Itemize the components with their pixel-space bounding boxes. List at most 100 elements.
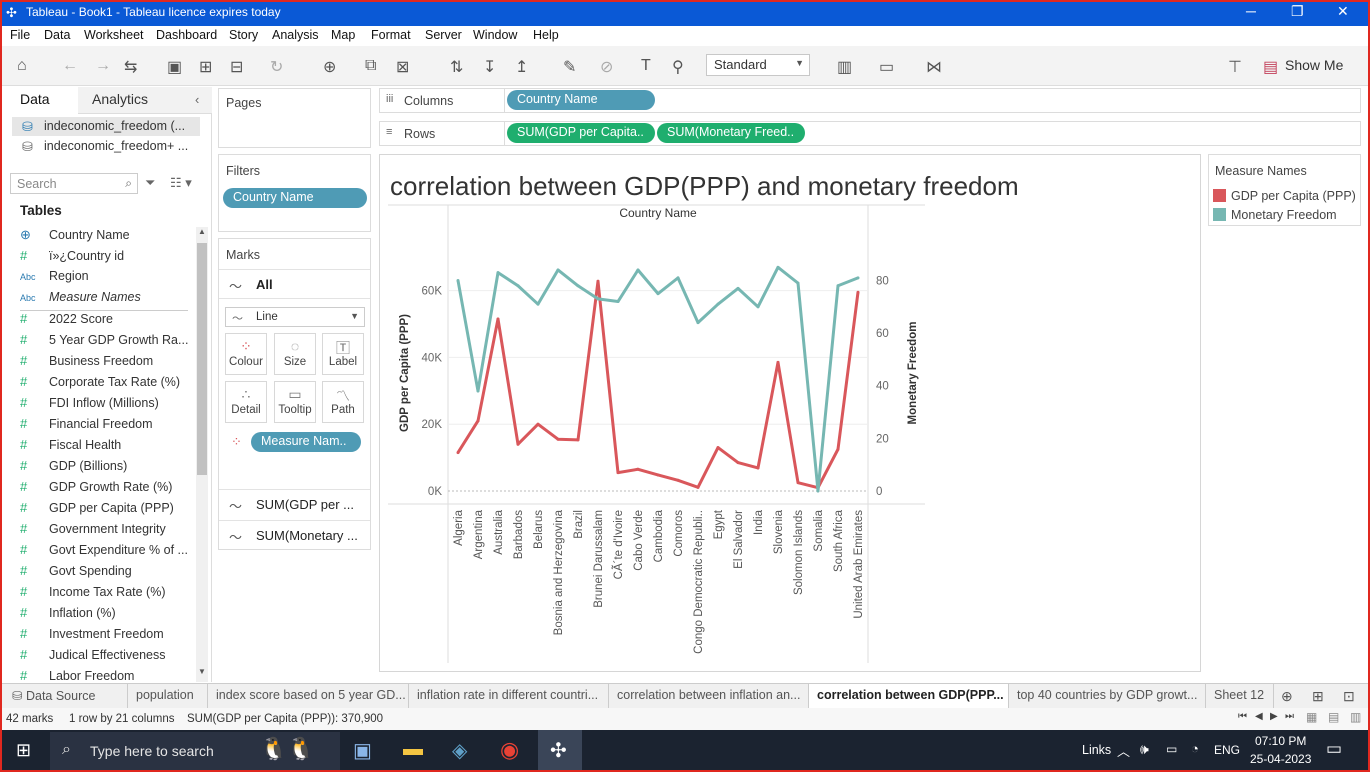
windows-start-icon[interactable]: ⊞	[16, 740, 32, 760]
menu-help[interactable]: Help	[533, 28, 559, 42]
field-item[interactable]: # Corporate Tax Rate (%)	[20, 374, 188, 389]
menu-map[interactable]: Map	[331, 28, 356, 42]
pause-updates-icon[interactable]: ⊟	[230, 59, 244, 76]
close-icon[interactable]: ✕	[1337, 3, 1349, 19]
file-explorer-icon[interactable]: ▬	[403, 738, 423, 760]
sheet-tab-active[interactable]: correlation between GDP(PPP...	[809, 684, 1009, 708]
label-icon[interactable]: T	[641, 57, 651, 74]
field-item[interactable]: # Labor Freedom	[20, 668, 188, 683]
tab-data[interactable]: Data	[20, 91, 50, 107]
fit-select[interactable]: Standard ▼	[706, 54, 810, 76]
menu-analysis[interactable]: Analysis	[272, 28, 319, 42]
columns-pill-country-name[interactable]: Country Name	[507, 90, 655, 110]
tooltip-button[interactable]: ▭ Tooltip	[274, 381, 316, 423]
mark-type-select[interactable]: 〜 Line ▼	[225, 307, 365, 327]
sheet-tab[interactable]: inflation rate in different countri...	[409, 684, 609, 708]
field-item[interactable]: # FDI Inflow (Millions)	[20, 395, 188, 410]
path-button[interactable]: 〽 Path	[322, 381, 364, 423]
field-item[interactable]: #2022 Score	[20, 311, 188, 326]
new-worksheet-icon[interactable]: ⊕	[323, 59, 337, 76]
colour-button[interactable]: ⁘ Colour	[225, 333, 267, 375]
prev-page-icon[interactable]: ◀	[1255, 711, 1263, 722]
menu-worksheet[interactable]: Worksheet	[84, 28, 144, 42]
sheet-tab[interactable]: correlation between inflation an...	[609, 684, 809, 708]
menu-window[interactable]: Window	[473, 28, 518, 42]
label-button[interactable]: 🅃 Label	[322, 333, 364, 375]
tray-chevron-icon[interactable]: ︿	[1117, 744, 1131, 759]
menu-dashboard[interactable]: Dashboard	[156, 28, 218, 42]
clock-date[interactable]: 25-04-2023	[1250, 752, 1312, 766]
new-dashboard-tab-icon[interactable]: ⊞	[1312, 688, 1324, 704]
rows-pill-gdp[interactable]: SUM(GDP per Capita..	[507, 123, 655, 143]
scroll-up-icon[interactable]: ▲	[198, 227, 206, 236]
new-worksheet-tab-icon[interactable]: ⊕	[1281, 688, 1293, 704]
filter-icon[interactable]: ⏷	[145, 175, 156, 190]
menu-data[interactable]: Data	[44, 28, 71, 42]
taskbar-links[interactable]: Links	[1082, 743, 1112, 757]
refresh-icon[interactable]: ↻	[270, 59, 284, 76]
highlight-icon[interactable]: ✎	[563, 59, 577, 76]
sheet-tab[interactable]: population	[128, 684, 208, 708]
group-icon[interactable]: ⊘	[600, 59, 614, 76]
save-icon[interactable]: ▣	[167, 59, 183, 76]
field-item[interactable]: Abc Region	[20, 269, 188, 283]
size-button[interactable]: ◌ Size	[274, 333, 316, 375]
marks-sub-gdp[interactable]: 〜 SUM(GDP per ...	[219, 489, 370, 519]
swap-icon[interactable]: ⇅	[450, 59, 464, 76]
first-page-icon[interactable]: ⏮	[1238, 711, 1247, 722]
tab-analytics[interactable]: Analytics	[92, 91, 149, 107]
search-input[interactable]: Search ⌕	[10, 173, 138, 194]
sheet-tab[interactable]: Sheet 12	[1206, 684, 1274, 708]
field-item[interactable]: # GDP per Capita (PPP)	[20, 500, 188, 515]
list-view-icon[interactable]: ▤	[1328, 710, 1340, 724]
field-item[interactable]: # Business Freedom	[20, 353, 188, 368]
field-item[interactable]: #5 Year GDP Growth Ra...	[20, 332, 188, 347]
taskbar-search-box[interactable]: ⌕ Type here to search 🐧🐧	[50, 732, 340, 770]
menu-file[interactable]: File	[10, 28, 31, 42]
data-source-tab[interactable]: ⛁ Data Source	[4, 684, 128, 708]
measure-names-pill[interactable]: Measure Nam..	[251, 432, 361, 452]
field-item[interactable]: ⊕ Country Name	[20, 227, 188, 243]
scrollbar-thumb[interactable]	[197, 243, 207, 475]
language-indicator[interactable]: ENG	[1214, 743, 1241, 757]
mysql-icon[interactable]: ◈	[452, 740, 468, 762]
remote-app-icon[interactable]: ▣	[353, 740, 372, 762]
notification-icon[interactable]: ▭	[1326, 739, 1343, 758]
minimize-icon[interactable]: ─	[1246, 3, 1256, 19]
home-icon[interactable]: ⌂	[17, 57, 27, 74]
show-cards-icon[interactable]: ▥	[837, 59, 853, 76]
new-datasource-icon[interactable]: ⊞	[199, 59, 213, 76]
view-list-icon[interactable]: ☷ ▾	[170, 175, 192, 190]
maximize-icon[interactable]: ❐	[1291, 3, 1304, 19]
field-item[interactable]: # GDP Growth Rate (%)	[20, 479, 188, 494]
grid-view-icon[interactable]: ▦	[1306, 710, 1318, 724]
field-item[interactable]: # Financial Freedom	[20, 416, 188, 431]
chrome-icon[interactable]: ◉	[500, 737, 520, 762]
presentation-icon[interactable]: ▭	[879, 59, 895, 76]
sort-desc-icon[interactable]: ↥	[515, 59, 529, 76]
collapse-pane-icon[interactable]: ‹	[195, 92, 200, 107]
scroll-down-icon[interactable]: ▼	[198, 667, 206, 676]
tableau-taskbar-item[interactable]: ✣	[538, 730, 582, 772]
field-item[interactable]: # Govt Expenditure % of ...	[20, 542, 188, 557]
field-item[interactable]: # Government Integrity	[20, 521, 188, 536]
field-item[interactable]: # ï»¿Country id	[20, 248, 188, 263]
sheet-tab[interactable]: index score based on 5 year GD...	[208, 684, 409, 708]
battery-icon[interactable]: ▭	[1166, 742, 1178, 756]
next-page-icon[interactable]: ▶	[1270, 711, 1278, 722]
field-item[interactable]: # Income Tax Rate (%)	[20, 584, 188, 599]
replay-icon[interactable]: ⇆	[124, 59, 138, 76]
clock-time[interactable]: 07:10 PM	[1255, 734, 1307, 748]
field-item[interactable]: # GDP (Billions)	[20, 458, 188, 473]
field-item[interactable]: # Fiscal Health	[20, 437, 188, 452]
detail-button[interactable]: ∴ Detail	[225, 381, 267, 423]
show-me-button[interactable]: Show Me	[1285, 57, 1344, 73]
legend-item-monetary[interactable]: Monetary Freedom	[1231, 208, 1337, 222]
sort-asc-icon[interactable]: ↧	[483, 59, 497, 76]
show-me-icon[interactable]: ▤	[1263, 59, 1279, 76]
pin-icon[interactable]: ⚲	[672, 59, 684, 76]
last-page-icon[interactable]: ⏭	[1285, 711, 1294, 722]
undo-icon[interactable]: ←	[62, 57, 78, 74]
new-story-tab-icon[interactable]: ⊡	[1343, 688, 1355, 704]
paint-icon[interactable]: ⊤	[1228, 59, 1242, 76]
